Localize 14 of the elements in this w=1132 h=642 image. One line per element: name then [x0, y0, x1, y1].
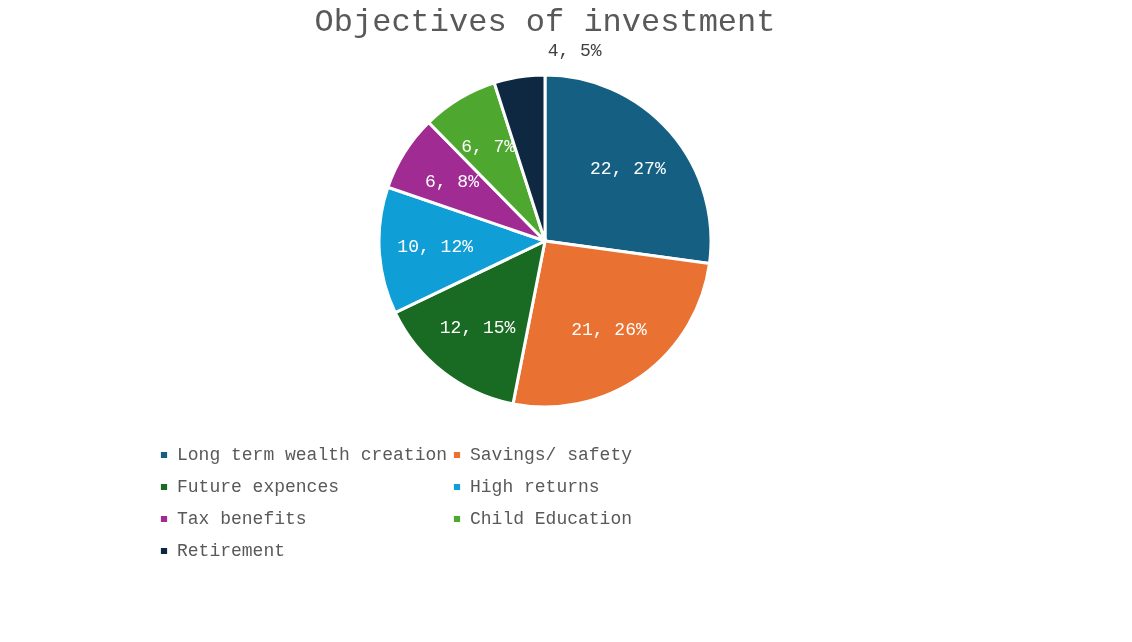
legend-label: Retirement: [177, 541, 286, 561]
data-label: 4, 5%: [547, 41, 602, 62]
legend-label: Long term wealth creation: [177, 445, 448, 465]
chart-title: Objectives of investment: [314, 4, 776, 42]
legend-label: Savings/ safety: [470, 445, 633, 465]
data-label: 21, 26%: [571, 320, 647, 341]
legend-label: Future expences: [177, 477, 340, 497]
legend-label: Tax benefits: [177, 509, 307, 529]
data-label: 22, 27%: [590, 158, 666, 179]
data-label: 6, 8%: [424, 172, 480, 193]
legend-label: High returns: [470, 477, 600, 497]
legend-label: Child Education: [470, 509, 633, 529]
data-label: 10, 12%: [397, 237, 474, 258]
data-label: 12, 15%: [439, 317, 516, 338]
